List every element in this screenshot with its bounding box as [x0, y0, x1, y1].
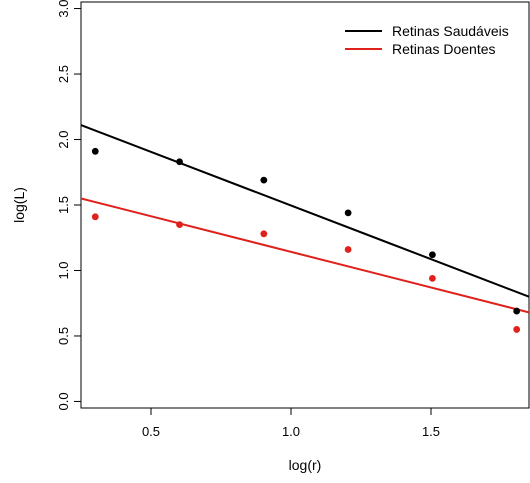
legend-label-healthy: Retinas Saudáveis: [392, 23, 509, 39]
x-tick-label: 1.5: [422, 424, 440, 439]
y-tick-label: 0.5: [56, 327, 71, 345]
data-point-series-0: [344, 209, 352, 217]
data-point-series-0: [260, 176, 268, 184]
data-point-series-1: [91, 213, 99, 221]
x-axis-title: log(r): [289, 457, 322, 473]
data-point-series-1: [429, 274, 436, 282]
data-point-series-0: [176, 158, 183, 166]
x-tick-label: 1.0: [282, 424, 300, 439]
x-tick-label: 0.5: [142, 424, 160, 439]
y-tick-label: 1.5: [56, 196, 71, 214]
data-point-series-1: [513, 326, 521, 333]
data-point-series-0: [429, 251, 436, 259]
y-tick-label: 0.0: [56, 392, 71, 410]
x-axis: 0.5 1.0 1.5: [142, 408, 440, 439]
data-point-series-0: [91, 147, 99, 155]
data-point-series-1: [260, 230, 268, 238]
fit-lines: [81, 124, 529, 314]
data-point-series-1: [344, 246, 352, 253]
fit-line-series-1: [81, 197, 529, 314]
y-axis-title: log(L): [11, 187, 27, 223]
y-axis: 0.0 0.5 1.0 1.5 2.0 2.5 3.0: [56, 0, 81, 410]
legend: Retinas Saudáveis Retinas Doentes: [345, 23, 509, 57]
legend-label-diseased: Retinas Doentes: [392, 41, 496, 57]
fit-line-series-0: [81, 124, 529, 298]
y-tick-label: 1.0: [56, 261, 71, 279]
data-points: [91, 147, 521, 333]
y-tick-label: 2.0: [56, 130, 71, 148]
y-tick-label: 2.5: [56, 65, 71, 83]
y-tick-label: 3.0: [56, 0, 71, 18]
data-point-series-1: [176, 221, 183, 229]
data-point-series-0: [513, 307, 521, 315]
plot-frame: [80, 1, 530, 409]
